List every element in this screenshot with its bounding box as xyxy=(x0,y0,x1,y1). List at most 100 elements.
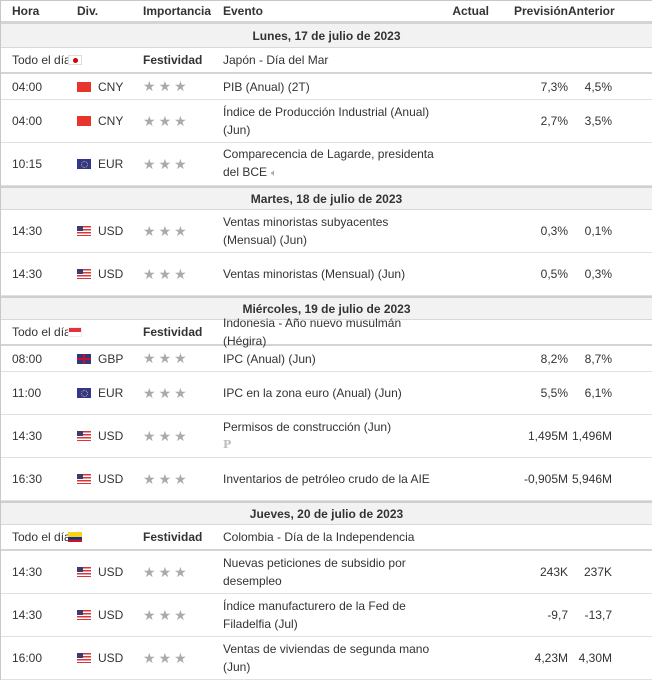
currency-code: USD xyxy=(98,429,124,443)
star-icon: ★ xyxy=(143,265,159,282)
flag-us-icon xyxy=(77,610,91,620)
flag-us-icon xyxy=(77,269,91,279)
event-name[interactable]: Nuevas peticiones de subsidio por desemp… xyxy=(223,556,406,588)
header-prevision[interactable]: Previsión xyxy=(513,4,568,18)
header-anterior[interactable]: Anterior xyxy=(568,4,615,18)
flag-us-icon xyxy=(77,474,91,484)
preliminary-icon: P xyxy=(223,438,232,451)
importance-stars: ★★★ xyxy=(143,564,190,580)
forecast-value: 8,2% xyxy=(540,351,568,366)
previous-value: 0,1% xyxy=(584,224,612,238)
currency-code: USD xyxy=(98,224,124,238)
event-name[interactable]: Ventas de viviendas de segunda mano (Jun… xyxy=(223,642,430,674)
importance-stars: ★★★ xyxy=(143,471,190,487)
event-cell: IPC en la zona euro (Anual) (Jun) xyxy=(223,384,439,402)
holiday-row[interactable]: Todo el día Festividad Japón - Día del Mar xyxy=(1,48,652,74)
star-icon: ★ xyxy=(158,470,175,487)
event-cell: Índice de Producción Industrial (Anual) … xyxy=(223,103,439,139)
importance-stars: ★★★ xyxy=(143,650,190,666)
importance-stars: ★★★ xyxy=(143,266,190,282)
star-icon: ★ xyxy=(174,606,190,623)
event-name[interactable]: Inventarios de petróleo crudo de la AIE xyxy=(223,472,430,486)
star-icon: ★ xyxy=(158,112,175,129)
event-row[interactable]: 16:30 USD ★★★ Inventarios de petróleo crudo… xyxy=(1,458,652,501)
currency-code: GBP xyxy=(98,351,124,366)
header-hora[interactable]: Hora xyxy=(12,4,40,18)
currency-cell xyxy=(68,55,133,65)
currency-code: EUR xyxy=(98,157,124,171)
event-name[interactable]: Comparecencia de Lagarde, presidenta del… xyxy=(223,147,434,179)
event-cell: Comparecencia de Lagarde, presidenta del… xyxy=(223,145,439,183)
event-name[interactable]: PIB (Anual) (2T) xyxy=(223,79,310,94)
event-time: 04:00 xyxy=(12,114,43,128)
event-row[interactable]: 14:30 USD ★★★ Nuevas peticiones de subsidio… xyxy=(1,551,652,594)
star-icon: ★ xyxy=(143,78,159,94)
star-icon: ★ xyxy=(143,222,159,239)
importance-cell: ★★★ xyxy=(133,607,223,624)
header-evento[interactable]: Evento xyxy=(223,4,264,18)
event-row[interactable]: 14:30 USD ★★★ Ventas minoristas (Mensual) (… xyxy=(1,253,652,296)
event-row[interactable]: 14:30 USD ★★★ Ventas minoristas subyacentes… xyxy=(1,210,652,253)
star-icon: ★ xyxy=(143,606,159,623)
star-icon: ★ xyxy=(174,155,190,172)
forecast-value: 0,5% xyxy=(540,267,568,281)
event-row[interactable]: 04:00 CNY ★★★ PIB (Anual) (2T) 7,3% 4,5% xyxy=(1,74,652,100)
currency-cell: USD xyxy=(68,267,133,281)
header-actual[interactable]: Actual xyxy=(452,4,489,18)
previous-value: 6,1% xyxy=(584,386,612,400)
event-name[interactable]: Índice manufacturero de la Fed de Filade… xyxy=(223,599,406,631)
event-name[interactable]: Indonesia - Año nuevo musulmán (Hégira) xyxy=(223,316,402,348)
star-icon: ★ xyxy=(143,563,159,580)
currency-cell: GBP xyxy=(68,352,133,366)
event-name[interactable]: Índice de Producción Industrial (Anual) … xyxy=(223,105,430,137)
currency-code: EUR xyxy=(98,386,124,400)
star-icon: ★ xyxy=(158,384,175,401)
header-importancia[interactable]: Importancia xyxy=(143,4,212,18)
flag-co-icon xyxy=(68,532,82,542)
forecast-value: 0,3% xyxy=(540,224,568,238)
event-row[interactable]: 04:00 CNY ★★★ Índice de Producción Industri… xyxy=(1,100,652,143)
event-time: Todo el día xyxy=(12,325,71,339)
event-row[interactable]: 14:30 USD ★★★ Índice manufacturero de la Fe… xyxy=(1,594,652,637)
event-time: 14:30 xyxy=(12,267,43,281)
currency-code: USD xyxy=(98,651,124,665)
event-name[interactable]: Colombia - Día de la Independencia xyxy=(223,530,415,544)
event-name[interactable]: Ventas minoristas subyacentes (Mensual) … xyxy=(223,215,389,247)
flag-cn-icon xyxy=(77,116,91,126)
holiday-row[interactable]: Todo el día Festividad Indonesia - Año nue… xyxy=(1,316,652,348)
flag-eu-icon xyxy=(77,159,91,169)
event-time: 14:30 xyxy=(12,429,43,443)
event-name[interactable]: IPC (Anual) (Jun) xyxy=(223,351,316,366)
speaker-icon[interactable]: 🔈︎ xyxy=(271,168,278,179)
event-name[interactable]: Permisos de construcción (Jun) xyxy=(223,420,392,434)
importance-cell: ★★★ xyxy=(133,223,223,240)
holiday-row[interactable]: Todo el día Festividad Colombia - Día de l… xyxy=(1,525,652,551)
importance-stars: ★★★ xyxy=(143,385,190,401)
event-name[interactable]: Japón - Día del Mar xyxy=(223,53,329,67)
currency-cell xyxy=(68,327,133,337)
event-row[interactable]: 11:00 EUR ★★★ IPC en la zona euro (Anual) (… xyxy=(1,372,652,415)
flag-cn-icon xyxy=(77,81,91,92)
event-cell: Permisos de construcción (Jun) P xyxy=(223,418,439,454)
event-name[interactable]: Ventas minoristas (Mensual) (Jun) xyxy=(223,267,406,281)
star-icon: ★ xyxy=(143,427,159,444)
event-name[interactable]: IPC en la zona euro (Anual) (Jun) xyxy=(223,386,402,400)
star-icon: ★ xyxy=(174,384,190,401)
previous-value: 237K xyxy=(583,565,612,579)
event-row[interactable]: 10:15 EUR ★★★ Comparecencia de Lagarde, pre… xyxy=(1,143,652,186)
flag-us-icon xyxy=(77,226,91,236)
event-row[interactable]: 14:30 USD ★★★ Permisos de construcción (Jun… xyxy=(1,415,652,458)
event-time: 04:00 xyxy=(12,79,43,94)
event-row[interactable]: 08:00 GBP ★★★ IPC (Anual) (Jun) 8,2% 8,7% xyxy=(1,346,652,372)
forecast-value: -9,7 xyxy=(547,608,568,622)
header-div[interactable]: Div. xyxy=(77,4,99,18)
currency-cell: USD xyxy=(68,565,133,579)
star-icon: ★ xyxy=(174,350,190,366)
event-time: Todo el día xyxy=(12,530,71,544)
currency-code: CNY xyxy=(98,79,124,94)
currency-cell: EUR xyxy=(68,157,133,171)
event-time: 11:00 xyxy=(12,386,42,400)
currency-cell: USD xyxy=(68,429,133,443)
currency-code: USD xyxy=(98,472,124,486)
star-icon: ★ xyxy=(143,112,159,129)
